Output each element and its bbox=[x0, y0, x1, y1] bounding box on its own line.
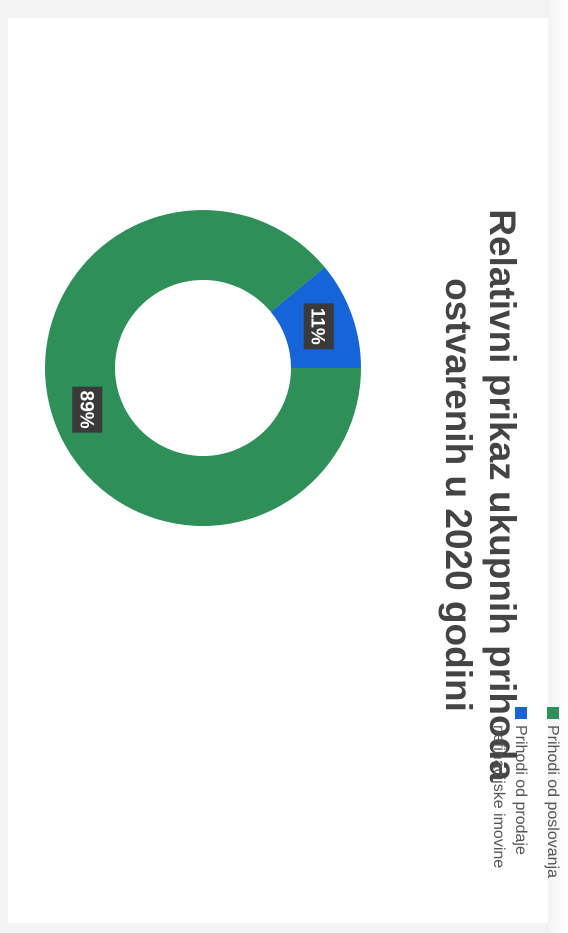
legend-swatch bbox=[515, 707, 527, 719]
legend: Prihodi od poslovanja Prihodi od prodaje n… bbox=[490, 707, 561, 878]
chart-title-line: Relativni prikaz ukupnih prihoda bbox=[482, 209, 523, 781]
chart-title-line: ostvarenih u 2020 godini bbox=[438, 278, 479, 712]
legend-label: Prihodi od prodaje bbox=[512, 725, 529, 855]
legend-label: Prihodi od poslovanja bbox=[544, 725, 561, 878]
data-label-text: 89% bbox=[75, 391, 96, 429]
data-label: 89% bbox=[72, 386, 103, 433]
donut-slices bbox=[45, 210, 361, 526]
legend-label: nefinacijske imovine bbox=[490, 725, 507, 868]
legend-swatch bbox=[547, 707, 559, 719]
legend-item: Prihodi od poslovanja bbox=[544, 707, 561, 878]
data-label: 11% bbox=[303, 303, 334, 350]
chart-title: Relativni prikaz ukupnih prihoda ostvare… bbox=[438, 209, 523, 781]
data-label-box bbox=[303, 303, 334, 350]
data-labels: 89% 11% bbox=[72, 303, 334, 433]
legend-item: Prihodi od prodaje nefinacijske imovine bbox=[490, 707, 529, 868]
data-label-text: 11% bbox=[307, 308, 328, 345]
scan-edge bbox=[546, 0, 568, 933]
donut-slice bbox=[45, 210, 361, 526]
data-label-box bbox=[72, 386, 103, 433]
